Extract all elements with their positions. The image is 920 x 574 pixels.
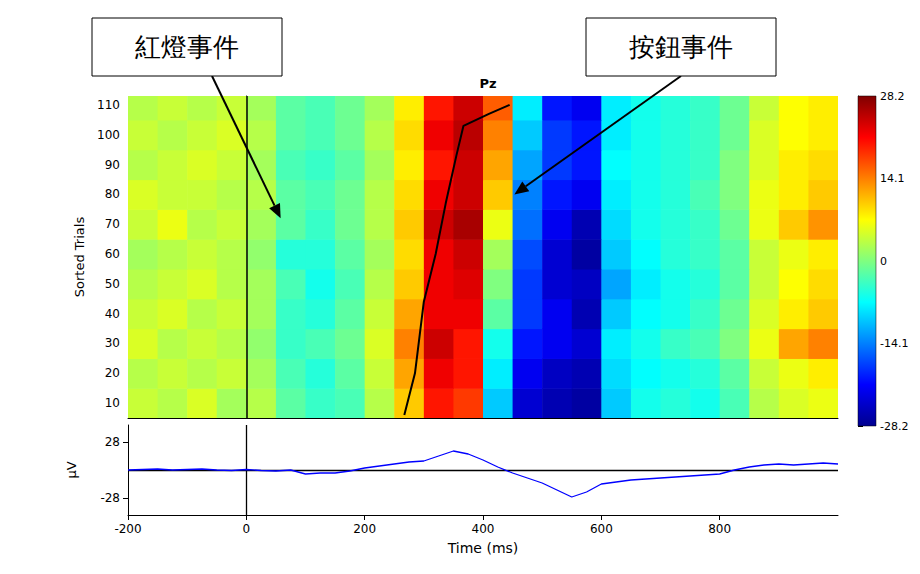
svg-text:28.2: 28.2 xyxy=(880,90,905,103)
svg-text:Sorted Trials: Sorted Trials xyxy=(72,217,87,298)
svg-text:200: 200 xyxy=(353,522,376,536)
svg-text:μV: μV xyxy=(64,461,79,478)
svg-text:110: 110 xyxy=(97,98,120,112)
svg-text:80: 80 xyxy=(105,187,120,201)
svg-text:-28.2: -28.2 xyxy=(880,420,908,433)
svg-text:0: 0 xyxy=(243,522,251,536)
svg-text:14.1: 14.1 xyxy=(880,172,905,185)
svg-text:-28: -28 xyxy=(100,491,120,505)
svg-text:0: 0 xyxy=(880,255,887,268)
svg-text:20: 20 xyxy=(105,366,120,380)
svg-text:40: 40 xyxy=(105,307,120,321)
svg-text:800: 800 xyxy=(708,522,731,536)
svg-text:28: 28 xyxy=(105,435,120,449)
svg-text:600: 600 xyxy=(590,522,613,536)
svg-text:-200: -200 xyxy=(114,522,141,536)
svg-text:30: 30 xyxy=(105,336,120,350)
svg-text:60: 60 xyxy=(105,247,120,261)
svg-text:10: 10 xyxy=(105,396,120,410)
svg-text:70: 70 xyxy=(105,217,120,231)
svg-text:50: 50 xyxy=(105,277,120,291)
svg-text:Time (ms): Time (ms) xyxy=(447,540,519,556)
svg-text:90: 90 xyxy=(105,158,120,172)
svg-text:Pz: Pz xyxy=(479,76,496,91)
svg-text:-14.1: -14.1 xyxy=(880,337,908,350)
svg-text:100: 100 xyxy=(97,128,120,142)
svg-text:紅燈事件: 紅燈事件 xyxy=(135,32,239,62)
svg-text:按鈕事件: 按鈕事件 xyxy=(629,32,733,62)
svg-text:400: 400 xyxy=(472,522,495,536)
